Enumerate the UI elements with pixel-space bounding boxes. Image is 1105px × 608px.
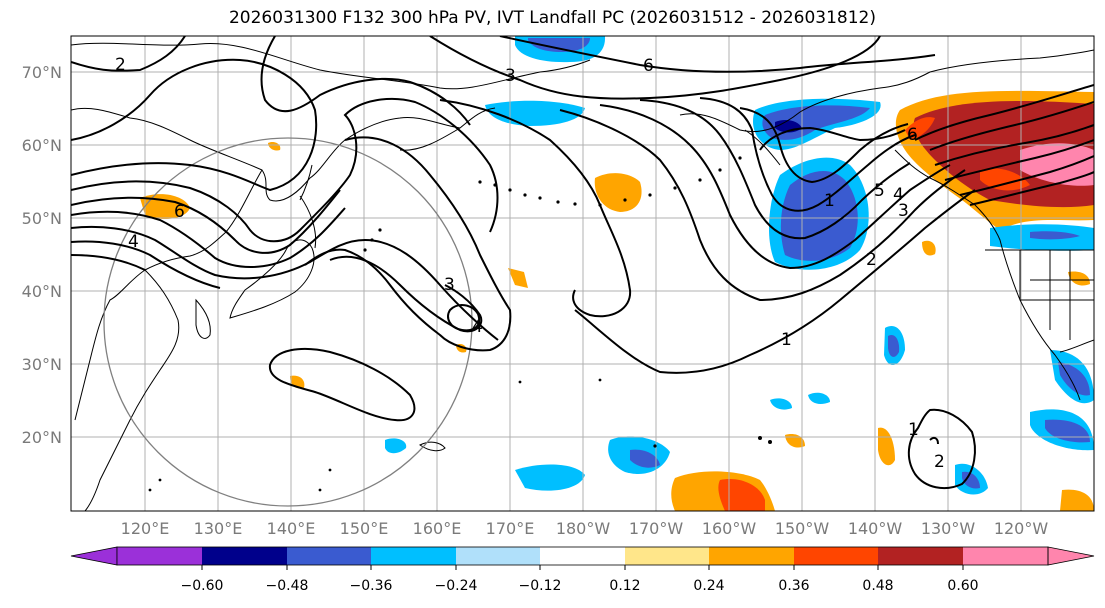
lat-tick-label: 40°N (22, 282, 62, 301)
latitude-axis: 70°N 60°N 50°N 40°N 30°N 20°N (22, 63, 62, 447)
contour-label: 3 (444, 275, 455, 295)
colorbar-tick-label: −0.24 (435, 578, 478, 594)
colorbar-extend-low (70, 546, 118, 566)
colorbar-extend-high (1047, 546, 1095, 566)
contour-label: 4 (472, 317, 483, 337)
colorbar-segment (456, 547, 540, 565)
graticule (71, 36, 1094, 511)
colorbar-segment (625, 547, 709, 565)
contour-label: 1 (908, 420, 919, 440)
lon-tick-label: 130°E (194, 519, 243, 538)
contour-labels: 2 6 3 6 4 3 4 1 5 4 3 6 2 1 1 2 (115, 55, 945, 472)
lon-tick-label: 180°W (556, 519, 611, 538)
contour-label: 3 (505, 66, 516, 86)
colorbar-tick-label: 0.12 (609, 578, 640, 594)
lon-tick-label: 130°W (921, 519, 976, 538)
lat-tick-label: 30°N (22, 355, 62, 374)
colorbar-tick-label: −0.60 (181, 578, 224, 594)
radius-circle (103, 137, 473, 507)
lon-tick-label: 140°W (848, 519, 903, 538)
lat-tick-label: 20°N (22, 428, 62, 447)
lon-tick-label: 150°E (340, 519, 389, 538)
colorbar-segment (371, 547, 456, 565)
lon-tick-label: 170°E (486, 519, 535, 538)
pv-contours (71, 36, 1094, 490)
colorbar-tick-label: 0.24 (693, 578, 724, 594)
map-frame (70, 35, 1095, 512)
contour-label: 2 (866, 250, 877, 270)
colorbar-tick-label: −0.48 (266, 578, 309, 594)
colorbar: −0.60 −0.48 −0.36 −0.24 −0.12 0.12 0.24 … (70, 546, 1095, 594)
longitude-axis: 120°E 130°E 140°E 150°E 160°E 170°E 180°… (121, 519, 1049, 538)
lon-tick-label: 150°W (775, 519, 830, 538)
colorbar-tick-label: 0.36 (778, 578, 809, 594)
colorbar-tick-label: −0.12 (519, 578, 562, 594)
lon-tick-label: 160°W (702, 519, 757, 538)
lon-tick-label: 120°W (994, 519, 1049, 538)
colorbar-segment (540, 547, 625, 565)
island-chain (148, 156, 772, 492)
contour-label: 4 (893, 185, 904, 205)
contour-label: 5 (874, 181, 885, 201)
lon-tick-label: 160°E (413, 519, 462, 538)
lat-tick-label: 50°N (22, 209, 62, 228)
contour-label: 6 (643, 56, 654, 76)
lon-tick-label: 170°W (629, 519, 684, 538)
colorbar-tick-label: 0.60 (947, 578, 978, 594)
colorbar-segment (794, 547, 878, 565)
contour-label: 3 (898, 201, 909, 221)
lat-tick-label: 60°N (22, 136, 62, 155)
lon-tick-label: 140°E (267, 519, 316, 538)
map-title: 2026031300 F132 300 hPa PV, IVT Landfall… (228, 8, 876, 28)
colorbar-segment (287, 547, 371, 565)
colorbar-segment (709, 547, 794, 565)
colorbar-segment (117, 547, 202, 565)
colorbar-segment (878, 547, 963, 565)
colorbar-tick-label: 0.48 (862, 578, 893, 594)
colorbar-tick-label: −0.36 (350, 578, 393, 594)
contour-label: 4 (128, 232, 139, 252)
contour-label: 2 (115, 55, 126, 75)
contour-label: 6 (174, 202, 185, 222)
lat-tick-label: 70°N (22, 63, 62, 82)
lon-tick-label: 120°E (121, 519, 170, 538)
contour-label: 1 (781, 330, 792, 350)
contour-label: 2 (934, 452, 945, 472)
contour-label: 1 (824, 191, 835, 211)
contour-label: 6 (907, 125, 918, 145)
colorbar-segment (202, 547, 287, 565)
colorbar-segment (963, 547, 1048, 565)
